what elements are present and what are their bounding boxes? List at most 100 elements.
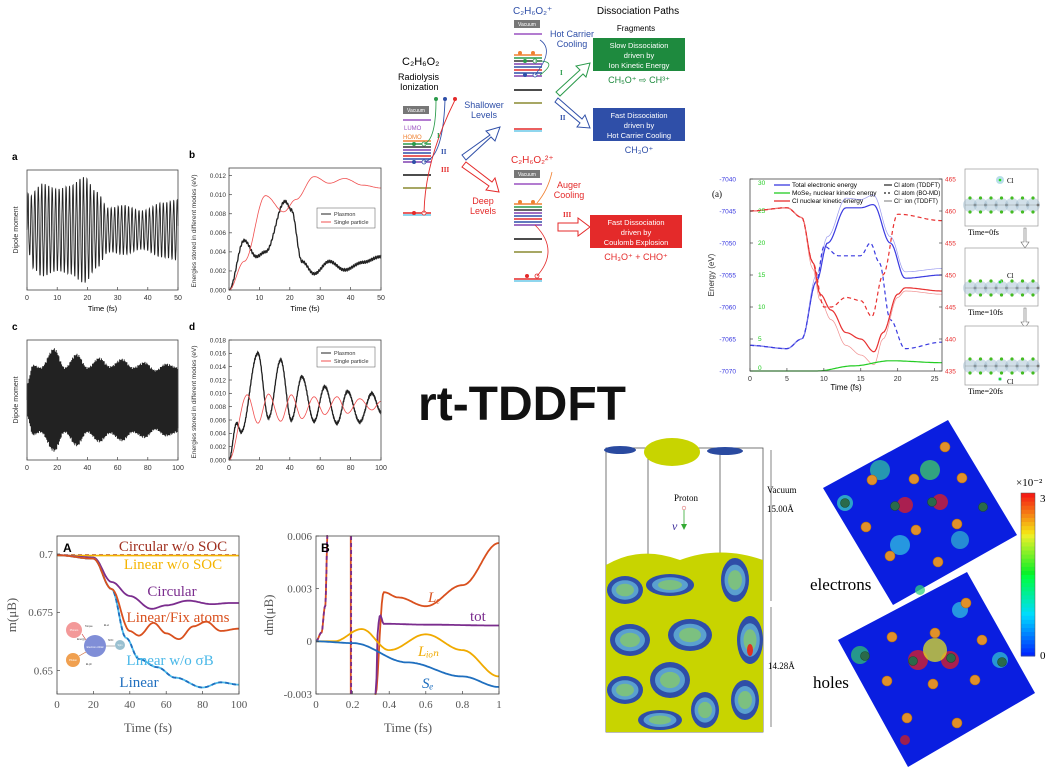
colorbar-max-label: 3: [1040, 493, 1046, 505]
fragment-label: CH₃O⁺: [625, 145, 654, 155]
electron-dot: [531, 51, 535, 55]
isosurface-cap: [616, 583, 634, 597]
colorbar-segment: [1021, 497, 1035, 502]
x-tick-label: 80: [347, 465, 355, 472]
x-axis-label: Time (fs): [88, 304, 118, 313]
se-atom: [978, 371, 983, 375]
plot-frame: [26, 169, 179, 291]
se-atom: [1020, 371, 1025, 375]
se-atom: [1010, 371, 1014, 375]
se-atom: [1010, 196, 1014, 200]
colorbar-segment: [1021, 647, 1035, 653]
x-tick-label: 20: [286, 295, 294, 302]
se-atom: [1020, 293, 1025, 297]
dissociation-box-text: driven by: [624, 51, 655, 60]
se-atom: [999, 293, 1004, 297]
se-atom: [999, 371, 1004, 375]
phonon-node: [66, 622, 82, 638]
se-atom: [1020, 210, 1025, 214]
y-tick-label: 440: [945, 336, 956, 343]
dipole-moment-curve: [26, 177, 179, 283]
density-blob: [951, 531, 969, 549]
y-tick-label: 465: [945, 176, 956, 183]
se-atom: [1031, 293, 1035, 297]
roman-label: II: [441, 148, 447, 156]
x-tick-label: 0: [25, 465, 29, 472]
inset-link: [78, 651, 87, 657]
x-tick-label: 0: [25, 295, 29, 302]
single-particle-curve: [228, 393, 382, 461]
cation-label: C₂H₆O₂⁺: [513, 6, 552, 17]
cl-kinetic-bomd-curve: [750, 207, 942, 318]
se-atom: [932, 556, 944, 568]
hot-carrier-label: Hot Carrier: [550, 29, 594, 39]
panel-label: A: [63, 541, 72, 555]
legend-cl-ion-tddft: Cl⁻ ion (TDDFT): [894, 199, 938, 205]
colorbar-segment: [1021, 586, 1035, 592]
hot-carrier-path: [534, 60, 550, 76]
y-tick-label: 0.004: [210, 249, 227, 256]
colorbar-segment: [1021, 501, 1035, 506]
ejected-electron: [443, 97, 447, 101]
y-tick-label: 0.010: [210, 391, 227, 398]
y-tick-label: 0.008: [210, 211, 227, 218]
colorbar-segment: [1021, 505, 1035, 510]
x-tick-label: 100: [231, 699, 248, 711]
x-tick-label: 20: [53, 465, 61, 472]
colorbar-segment: [1021, 533, 1035, 539]
colorbar-segment: [1021, 615, 1035, 620]
fragment-label: CH₃O⁺ + CHO⁺: [604, 252, 668, 262]
density-heatmaps: [823, 420, 1036, 767]
x-tick-label: 0: [313, 699, 319, 711]
cl-atom: [998, 178, 1002, 182]
vacuum-height-label: 15.00Å: [767, 504, 794, 514]
vacuum-box: [514, 170, 540, 178]
se-atom: [968, 210, 972, 214]
label-Le: Lₑ: [427, 590, 440, 606]
mo-atom: [890, 501, 900, 511]
mo-atom: [840, 498, 850, 508]
dipole-moment-curve: [26, 348, 179, 452]
colorbar-segment: [1021, 611, 1035, 616]
L_e-recovery-curve: [374, 542, 500, 695]
x-tick-label: 0: [748, 376, 752, 383]
se-atom: [881, 675, 893, 687]
y-tick-label: 0.006: [287, 531, 312, 543]
panel-label: B: [321, 541, 330, 555]
panel-magnetization: 0 20 40 60 80 100 0.65 0.675 0.7 Am(μB) Time (fs) P…: [4, 535, 248, 735]
dication-label: C₂H₆O₂²⁺: [511, 155, 554, 166]
shallower-arrow-icon: [461, 126, 501, 161]
x-tick-label: 0: [54, 699, 60, 711]
colorbar-segment: [1021, 558, 1035, 563]
snapshot-frame: [964, 247, 1039, 307]
y-tick-label: -7060: [719, 304, 736, 311]
roman-label: III: [563, 211, 571, 219]
green-tick-label: 10: [758, 304, 766, 311]
x-tick-label: 0.4: [382, 699, 396, 711]
vacuum-label: Vacuum: [518, 22, 536, 28]
isosurface-cap: [698, 701, 712, 719]
se-atom: [968, 279, 972, 283]
center-title: rt-TDDFT: [418, 378, 626, 431]
dissociation-box: [593, 38, 685, 71]
x-tick-label: 0.6: [419, 699, 433, 711]
cl-label: Cl: [1007, 272, 1014, 280]
isosurface-cap: [738, 691, 752, 709]
electron-dot: [525, 274, 529, 278]
se-atom: [976, 634, 988, 646]
legend-cl-atom-bomd: Cl atom (BO-MD): [894, 191, 940, 197]
dissociation-box-text: Hot Carrier Cooling: [607, 131, 671, 140]
se-atom: [1031, 357, 1035, 361]
snapshot-frame: [964, 325, 1039, 386]
se-atom: [901, 712, 913, 724]
cl-label: Cl: [1007, 378, 1014, 386]
se-atom: [978, 210, 983, 214]
se-atom: [956, 472, 968, 484]
radiolysis-label: Radiolysis: [398, 72, 440, 82]
se-atom: [989, 196, 993, 200]
dissociation-box-text: Fast Dissociation: [607, 218, 664, 227]
y-tick-label: 0.003: [287, 584, 312, 596]
x-tick-label: 0: [227, 295, 231, 302]
hot-carrier-label-2: Cooling: [557, 39, 588, 49]
isosurface-cap: [616, 683, 634, 697]
